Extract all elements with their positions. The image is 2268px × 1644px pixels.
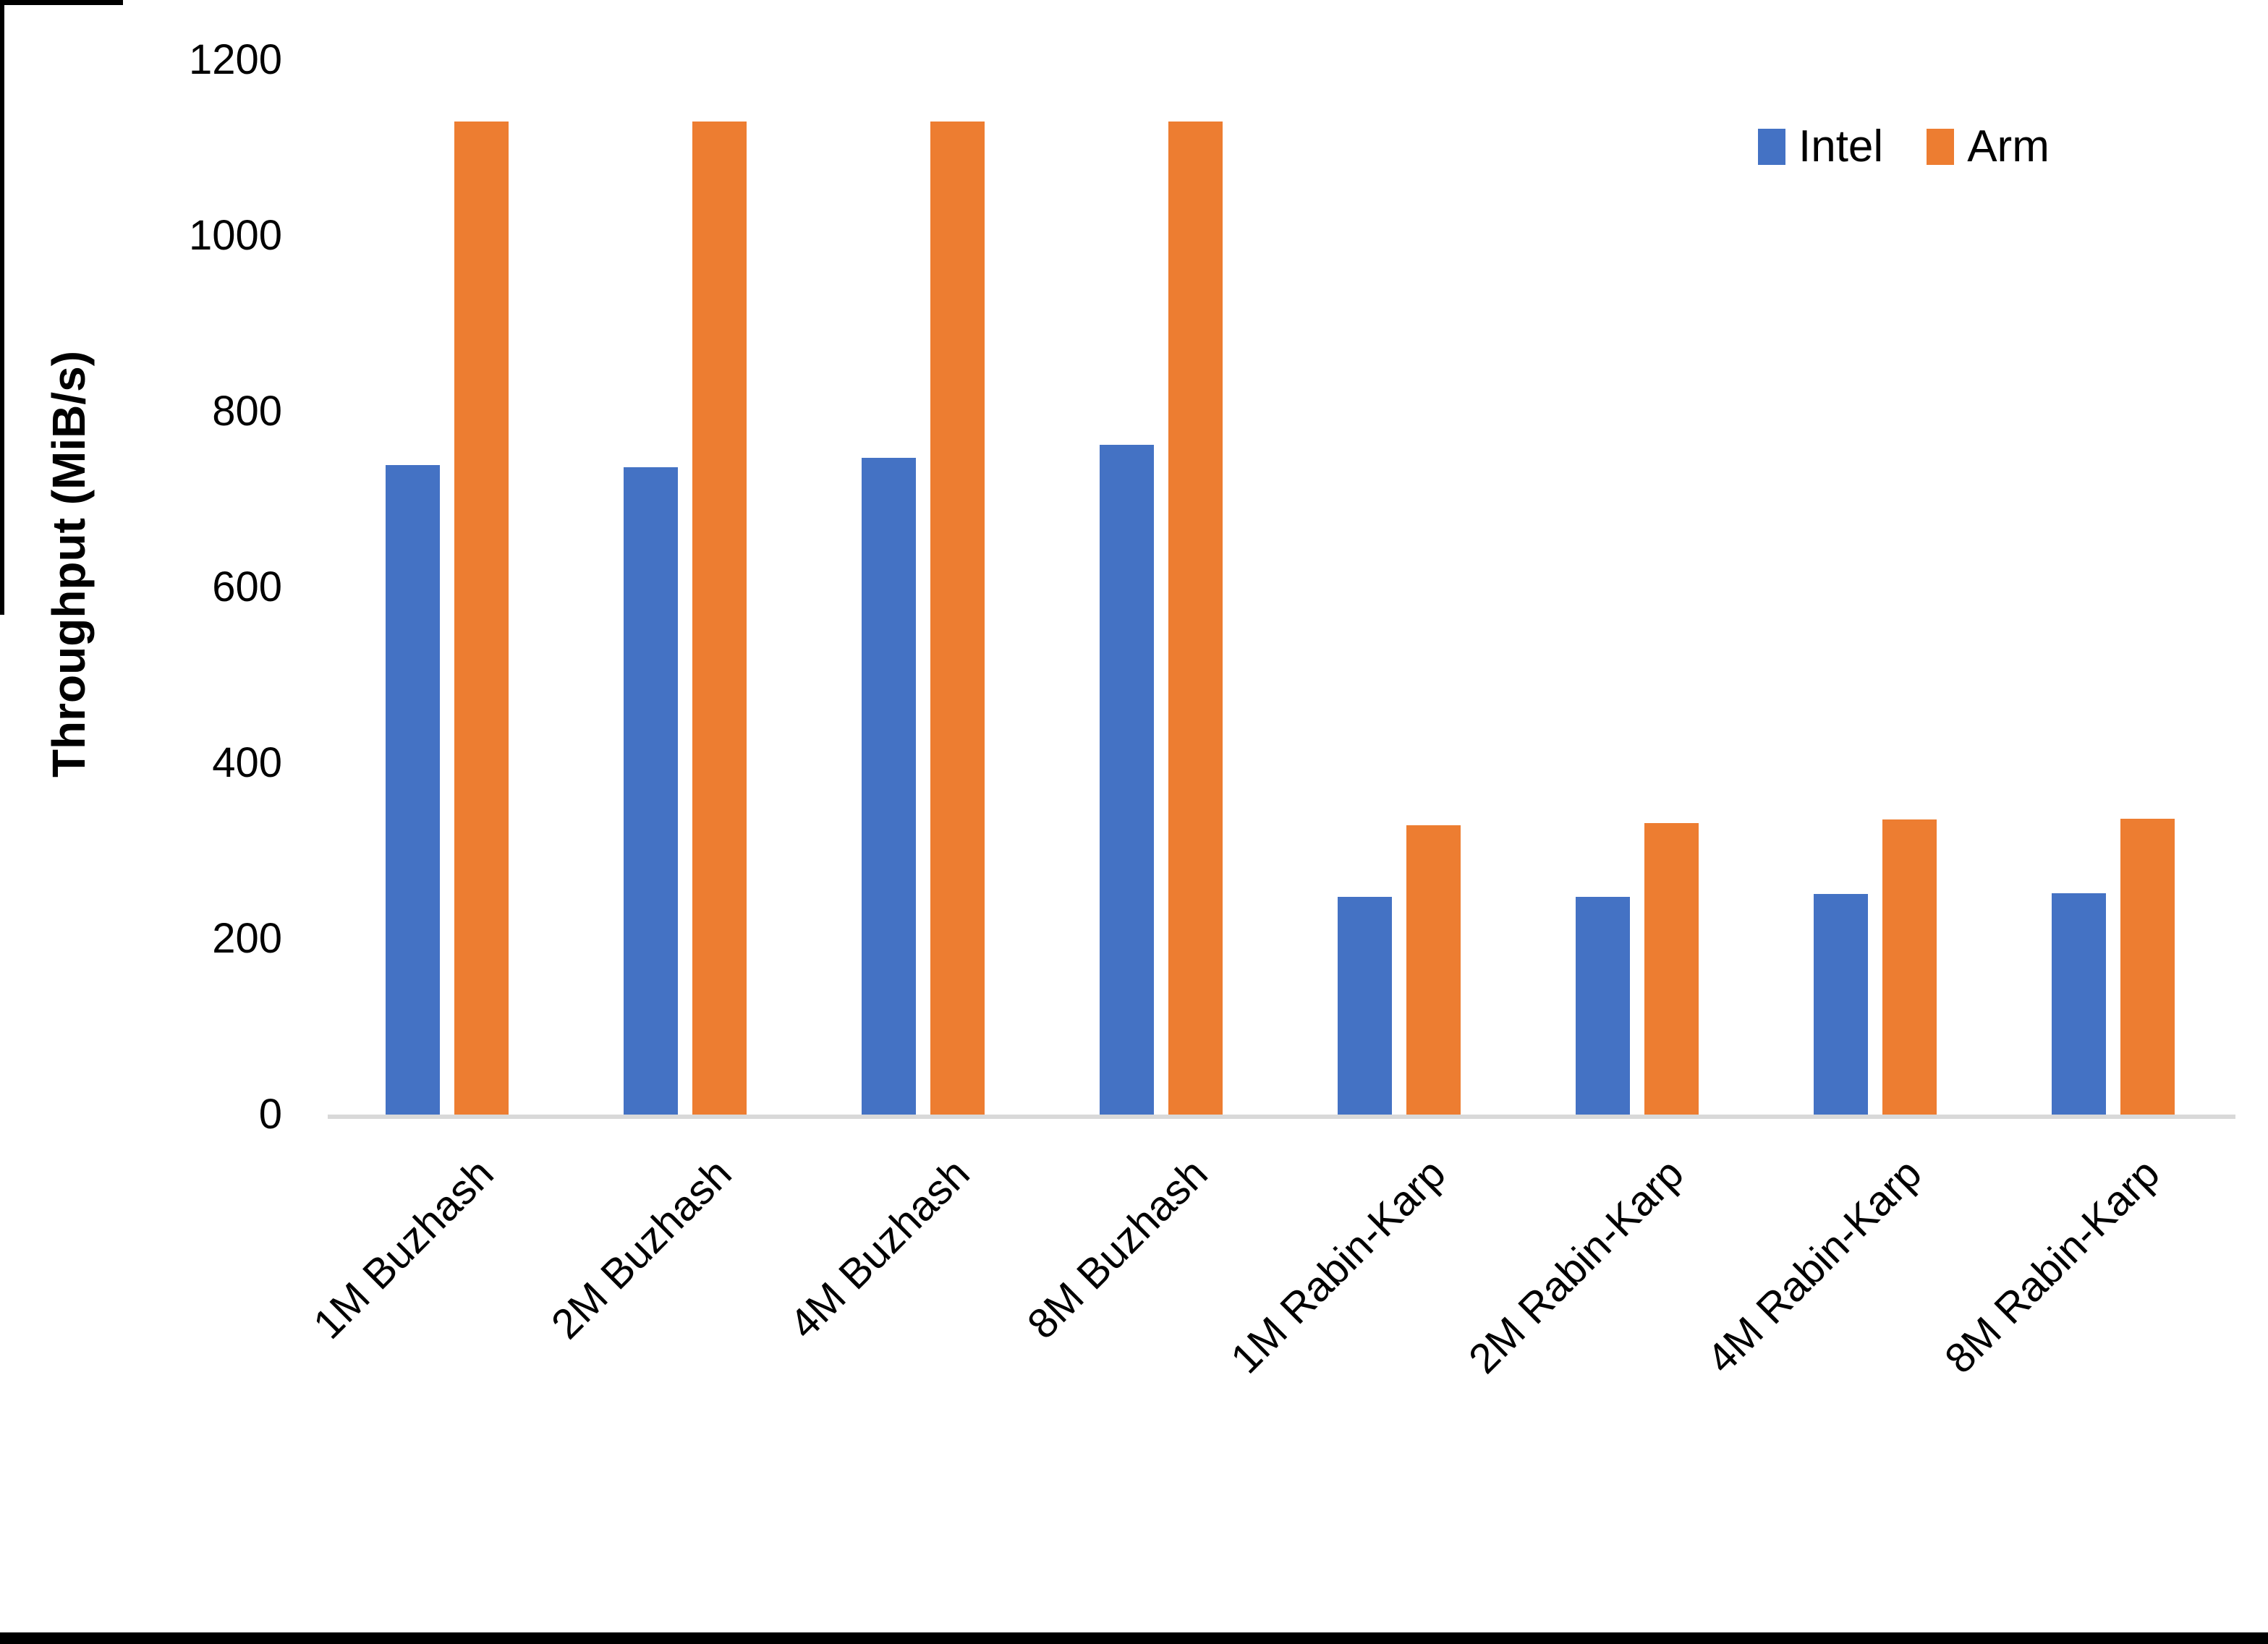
bar-intel-8m-rabin-karp: [2052, 893, 2106, 1115]
legend-item-arm: Arm: [1927, 124, 2050, 169]
bar-intel-1m-rabin-karp: [1338, 896, 1392, 1115]
bar-arm-4m-rabin-karp: [1882, 819, 1937, 1115]
y-tick-label: 0: [258, 1091, 282, 1138]
y-tick-label: 400: [212, 739, 282, 786]
bar-intel-2m-buzhash: [624, 467, 678, 1115]
bar-intel-4m-rabin-karp: [1814, 894, 1868, 1115]
y-tick-label: 800: [212, 388, 282, 435]
y-tick-label: 200: [212, 915, 282, 962]
legend-label: Intel: [1798, 122, 1884, 171]
y-tick-label: 1000: [188, 212, 282, 259]
y-tick-label: 1200: [188, 36, 282, 83]
top-left-edge-line: [0, 0, 123, 5]
left-edge-line: [0, 0, 4, 615]
legend-item-intel: Intel: [1758, 124, 1883, 169]
bar-arm-2m-buzhash: [692, 122, 747, 1115]
bar-intel-1m-buzhash: [386, 465, 440, 1115]
legend-swatch-intel: [1758, 129, 1785, 165]
bar-arm-4m-buzhash: [930, 122, 985, 1115]
bar-intel-8m-buzhash: [1100, 445, 1154, 1115]
y-axis-title: Throughput (MiB/s): [43, 350, 95, 778]
legend-label: Arm: [1967, 122, 2050, 171]
bottom-border-bar: [0, 1632, 2268, 1644]
y-tick-label: 600: [212, 563, 282, 610]
bar-arm-1m-rabin-karp: [1406, 825, 1461, 1115]
legend: Intel Arm: [1758, 124, 2093, 169]
bar-arm-2m-rabin-karp: [1644, 822, 1699, 1115]
bar-intel-2m-rabin-karp: [1576, 896, 1630, 1115]
bar-arm-1m-buzhash: [454, 122, 509, 1115]
bar-arm-8m-buzhash: [1168, 122, 1223, 1115]
bar-intel-4m-buzhash: [862, 458, 916, 1115]
x-axis-line: [328, 1115, 2235, 1119]
legend-swatch-arm: [1927, 129, 1955, 165]
bar-arm-8m-rabin-karp: [2120, 818, 2175, 1115]
